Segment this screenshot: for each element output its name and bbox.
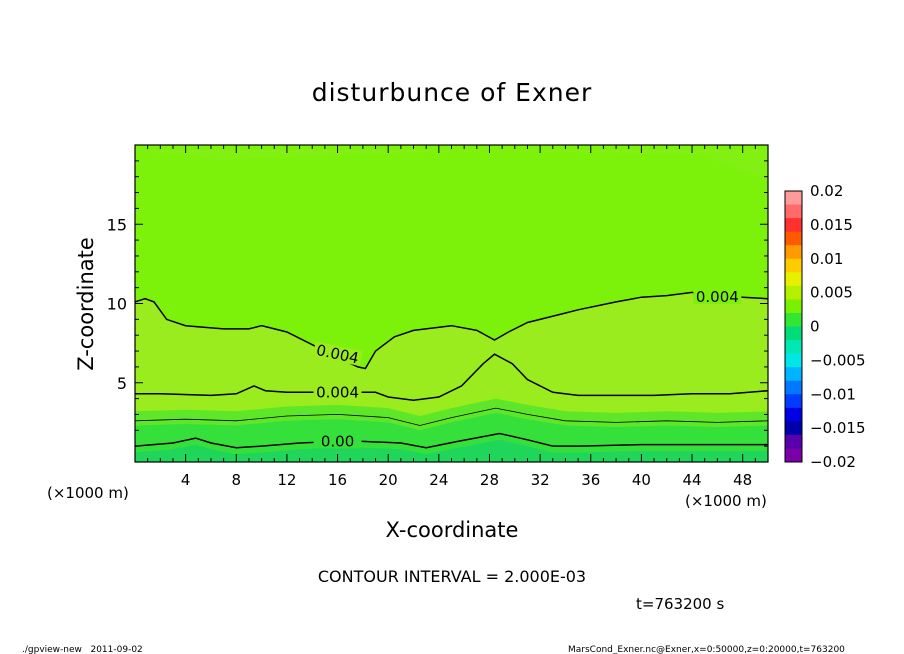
colorbar-segment <box>785 421 802 436</box>
y-tick-label: 10 <box>107 295 127 314</box>
fill-band-upper-light <box>135 150 768 180</box>
colorbar-tick-label: 0.005 <box>810 284 853 302</box>
colorbar-segment <box>785 272 802 287</box>
x-tick-label: 8 <box>232 471 242 489</box>
colorbar-segment <box>785 258 802 273</box>
chart-title: disturbunce of Exner <box>312 78 593 107</box>
footer-left: ./gpview-new 2011-09-02 <box>22 645 143 654</box>
colorbar-segment <box>785 407 802 422</box>
filled-contours <box>135 145 768 462</box>
contour-label-bg <box>312 341 363 367</box>
x-axis-label: X-coordinate <box>386 518 519 542</box>
colorbar-segment <box>785 299 802 314</box>
x-tick-label: 16 <box>328 471 347 489</box>
contour-label: 0.004 <box>316 383 359 401</box>
colorbar-tick-label: 0.02 <box>810 182 843 200</box>
contour-line <box>135 291 768 370</box>
x-tick-label: 4 <box>181 471 191 489</box>
colorbar-tick-label: −0.005 <box>810 351 866 369</box>
fill-band-low3 <box>135 439 768 462</box>
x-tick-label: 44 <box>682 471 701 489</box>
colorbar-tick-label: −0.02 <box>810 453 856 471</box>
contour-label: 0.00 <box>321 432 354 450</box>
colorbar-segment <box>785 434 802 449</box>
contour-line <box>135 432 768 449</box>
y-tick-label: 15 <box>107 215 127 234</box>
contour-lines <box>135 291 768 449</box>
footer-right: MarsCond_Exner.nc@Exner,x=0:50000,z=0:20… <box>568 645 845 654</box>
x-tick-label: 32 <box>531 471 550 489</box>
contour-label-bg <box>693 289 742 305</box>
colorbar-tick-label: 0.015 <box>810 216 853 234</box>
colorbar-segment <box>785 231 802 246</box>
contour-line <box>135 407 768 426</box>
fill-band-low2 <box>135 412 768 462</box>
x-tick-label: 48 <box>733 471 752 489</box>
colorbar-tick-label: 0 <box>810 318 820 336</box>
contour-interval: CONTOUR INTERVAL = 2.000E-03 <box>318 567 586 586</box>
x-tick-label: 28 <box>480 471 499 489</box>
colorbar-segment <box>785 448 802 463</box>
colorbar-segment <box>785 326 802 341</box>
colorbar-segment <box>785 380 802 395</box>
time-label: t=763200 s <box>636 595 724 613</box>
colorbar-tick-label: −0.015 <box>810 419 866 437</box>
contour-line <box>135 353 768 401</box>
contour-label: 0.004 <box>696 288 739 306</box>
colorbar-segment <box>785 218 802 233</box>
x-tick-label: 24 <box>429 471 448 489</box>
colorbar-segment <box>785 285 802 300</box>
x-tick-label: 12 <box>277 471 296 489</box>
colorbar-tick-label: −0.01 <box>810 385 856 403</box>
colorbar-segment <box>785 245 802 260</box>
x-unit-right: (×1000 m) <box>685 492 767 510</box>
colorbar-frame <box>784 190 803 463</box>
colorbar-segment <box>785 394 802 409</box>
colorbar-segment <box>785 191 802 206</box>
x-tick-label: 36 <box>581 471 600 489</box>
y-axis-label: Z-coordinate <box>74 237 98 371</box>
colorbar-segment <box>785 353 802 368</box>
contour-label-bg <box>313 384 362 400</box>
colorbar-tick-label: 0.01 <box>810 250 843 268</box>
contour-label-bg <box>313 433 362 449</box>
x-unit-left: (×1000 m) <box>47 484 129 502</box>
colorbar-segment <box>785 204 802 219</box>
x-tick-label: 20 <box>379 471 398 489</box>
x-tick-label: 40 <box>632 471 651 489</box>
colorbar: 0.02 0.015 0.01 0.005 0 −0.005 −0.01 −0.015 −0.0… <box>784 182 866 471</box>
colorbar-segment <box>785 312 802 327</box>
colorbar-segment <box>785 367 802 382</box>
y-tick-label: 5 <box>117 374 127 393</box>
colorbar-segment <box>785 340 802 355</box>
